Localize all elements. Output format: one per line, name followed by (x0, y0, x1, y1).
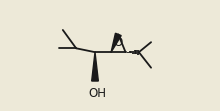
Text: O: O (114, 36, 123, 49)
Text: OH: OH (89, 87, 107, 100)
Polygon shape (92, 52, 98, 81)
Polygon shape (111, 33, 121, 52)
